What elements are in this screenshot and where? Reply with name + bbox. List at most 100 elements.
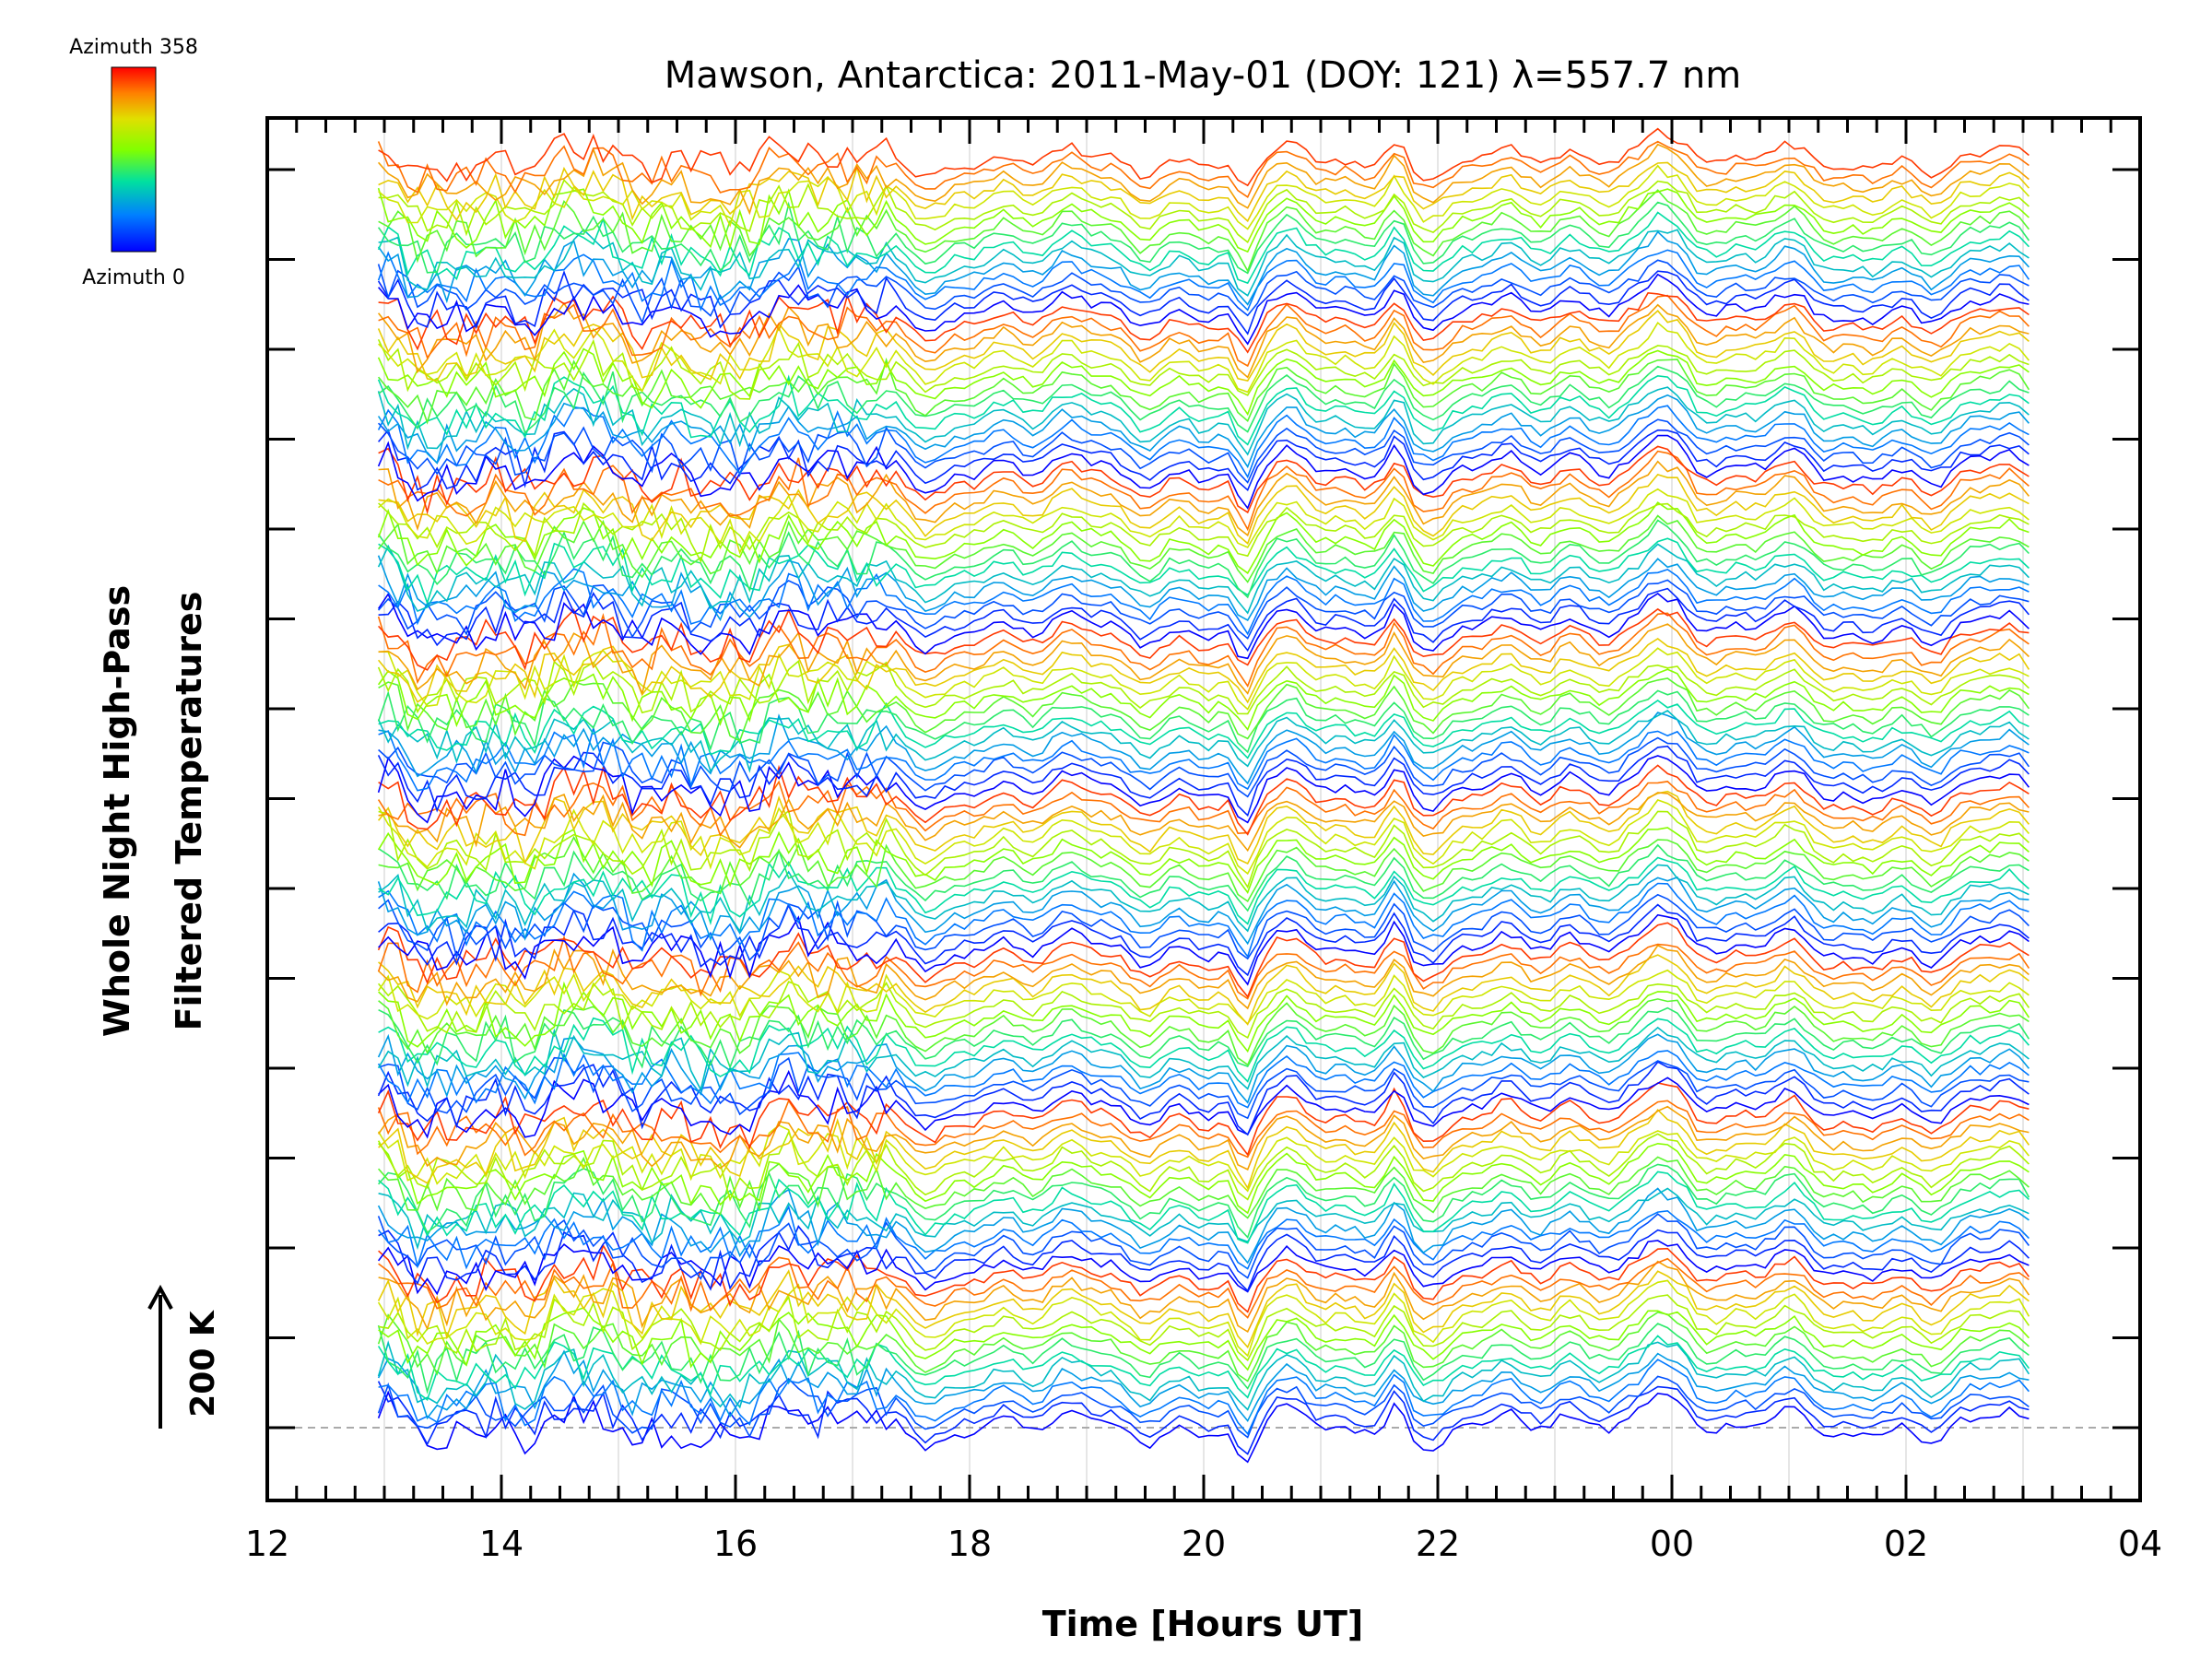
series-line [377,745,2030,818]
series-line [377,143,2030,216]
series-line [377,660,2030,715]
x-tick-label: 02 [1884,1524,1928,1564]
series-line [377,1082,2030,1157]
series-line [378,1006,2030,1070]
x-tick-label: 20 [1182,1524,1226,1564]
series-line [377,301,2030,379]
series-line [378,189,2030,273]
series-line [377,501,2030,574]
series-line [377,249,2030,312]
x-tick-label: 12 [245,1524,289,1564]
series-line [378,473,2030,545]
series-line [378,445,2030,515]
series-line [378,913,2030,986]
series-line [378,944,2030,1010]
x-tick-labels: 12 14 16 18 20 22 00 02 04 [245,1524,2162,1564]
x-tick-label: 14 [479,1524,524,1564]
series-line [377,935,2030,1000]
series-line [378,1187,2030,1251]
series-line [377,1130,2030,1202]
series-line [377,1099,2030,1159]
series-line [377,347,2030,417]
series-line [378,161,2030,223]
series-line [378,712,2030,785]
x-tick-label: 22 [1416,1524,1460,1564]
series-line [378,1017,2030,1083]
colorbar: Azimuth 358 Azimuth 0 [69,36,198,289]
series-line [377,211,2030,285]
series-line [377,1335,2030,1401]
series-line [378,724,2030,792]
series-line [378,1260,2030,1334]
series-line [378,981,2030,1053]
colorbar-top-label: Azimuth 358 [69,36,198,59]
x-tick-label: 04 [2118,1524,2162,1564]
series-line [378,647,2030,711]
series-line [378,1108,2030,1190]
series-line [377,1340,2030,1411]
series-line [377,1279,2030,1358]
series-traces [377,127,2030,1464]
series-line [378,998,2030,1066]
series-line [378,127,2030,187]
series-line [377,710,2030,773]
series-line [378,700,2030,759]
series-line [378,1359,2030,1436]
series-line [378,1142,2030,1215]
series-line [378,321,2030,394]
series-line [378,1243,2030,1313]
chart-title: Mawson, Antarctica: 2011-May-01 (DOY: 12… [665,54,1741,97]
series-line [378,460,2030,537]
series-line [378,764,2030,836]
colorbar-gradient [111,66,157,253]
series-line [378,291,2030,354]
series-line [378,677,2030,742]
scale-bar-label: 200 K [184,1310,222,1418]
series-line [378,843,2030,912]
series-line [378,893,2030,962]
series-line [377,922,2030,998]
series-line [378,792,2030,853]
series-line [378,903,2030,977]
series-line [378,1294,2030,1362]
series-line [377,592,2030,660]
series-line [378,568,2030,636]
axis-ticks [265,118,2142,1500]
series-line [378,501,2030,564]
series-line [377,259,2030,324]
series-line [377,981,2030,1040]
series-line [377,140,2030,198]
series-line [377,357,2030,425]
y-axis-label-line1: Whole Night High-Pass [97,585,137,1037]
series-line [377,1375,2030,1439]
series-line [378,229,2030,297]
x-tick-label: 18 [947,1524,992,1564]
series-line [377,872,2030,946]
series-line [378,294,2030,368]
series-line [378,856,2030,925]
series-line [377,827,2030,894]
series-line [377,1061,2030,1136]
x-tick-label: 00 [1650,1524,1694,1564]
series-line [377,514,2030,583]
series-line [378,178,2030,244]
series-line [377,969,2030,1026]
series-line [377,1156,2030,1219]
series-line [378,954,2030,1026]
series-line [377,1349,2030,1423]
series-line [377,790,2030,865]
scale-bar: 200 K [147,1284,222,1429]
series-line [378,537,2030,606]
series-line [377,270,2030,335]
series-line [378,1171,2030,1244]
series-line [377,386,2030,456]
series-line [378,623,2030,696]
series-line [377,1026,2030,1092]
series-line [377,394,2030,469]
series-line [377,799,2030,876]
x-axis-label: Time [Hours UT] [1042,1604,1364,1644]
series-line [377,1105,2030,1171]
series-line [377,1163,2030,1240]
series-line [377,638,2030,704]
